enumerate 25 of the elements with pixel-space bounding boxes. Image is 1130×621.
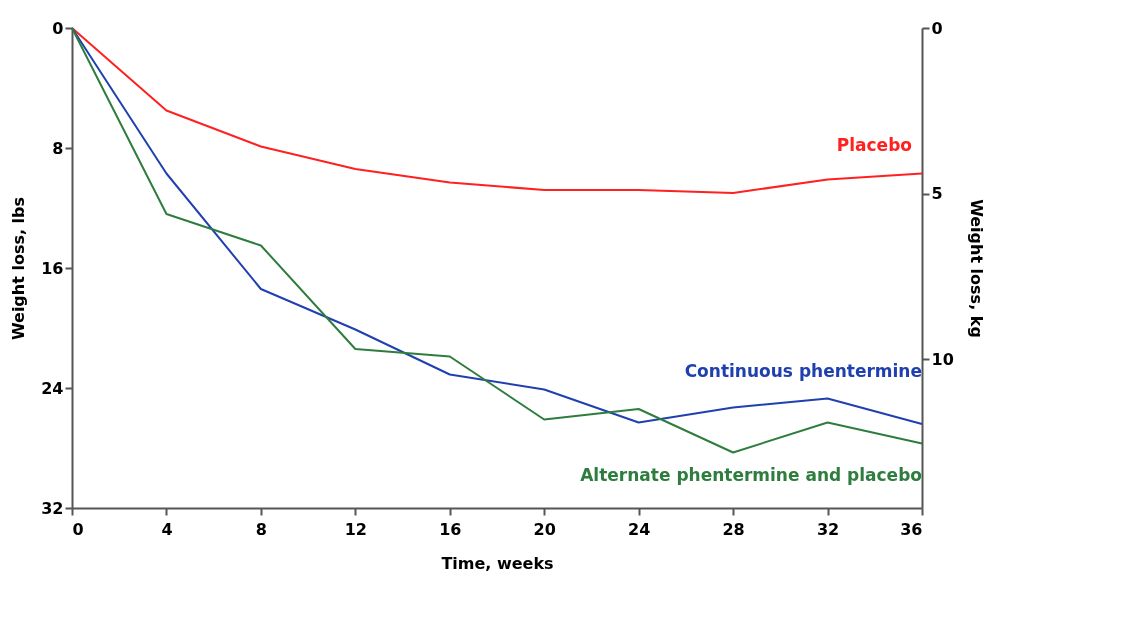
line-series [71,27,923,194]
y-tick-label: 8 [52,138,64,158]
x-tick-label: 24 [628,519,651,539]
y-tick-label: 16 [41,258,64,278]
y-tick-label: 32 [41,498,64,518]
x-tick-label: 36 [900,519,923,539]
x-tick-label: 4 [161,519,173,539]
series-label: Alternate phentermine and placebo [580,464,922,485]
y2-axis-title: Weight loss, kg [966,199,986,338]
series-label: Placebo [836,134,912,155]
series-label: Continuous phentermine [684,361,922,381]
x-tick-label: 12 [344,519,367,539]
y-tick-label: 0 [52,18,64,38]
x-tick-label: 8 [255,519,267,539]
y2-tick-label: 0 [931,18,943,38]
x-tick-label: 28 [722,519,745,539]
x-tick-label: 0 [72,519,84,539]
x-tick-label: 20 [533,519,556,539]
y-axis-title: Weight loss, lbs [9,196,29,341]
y2-tick-label: 5 [931,184,943,204]
y2-tick-label: 10 [931,349,954,369]
y-tick-label: 24 [41,378,64,398]
x-axis-title: Time, weeks [441,553,554,573]
x-tick-label: 32 [816,519,840,539]
x-tick-label: 16 [439,519,462,539]
